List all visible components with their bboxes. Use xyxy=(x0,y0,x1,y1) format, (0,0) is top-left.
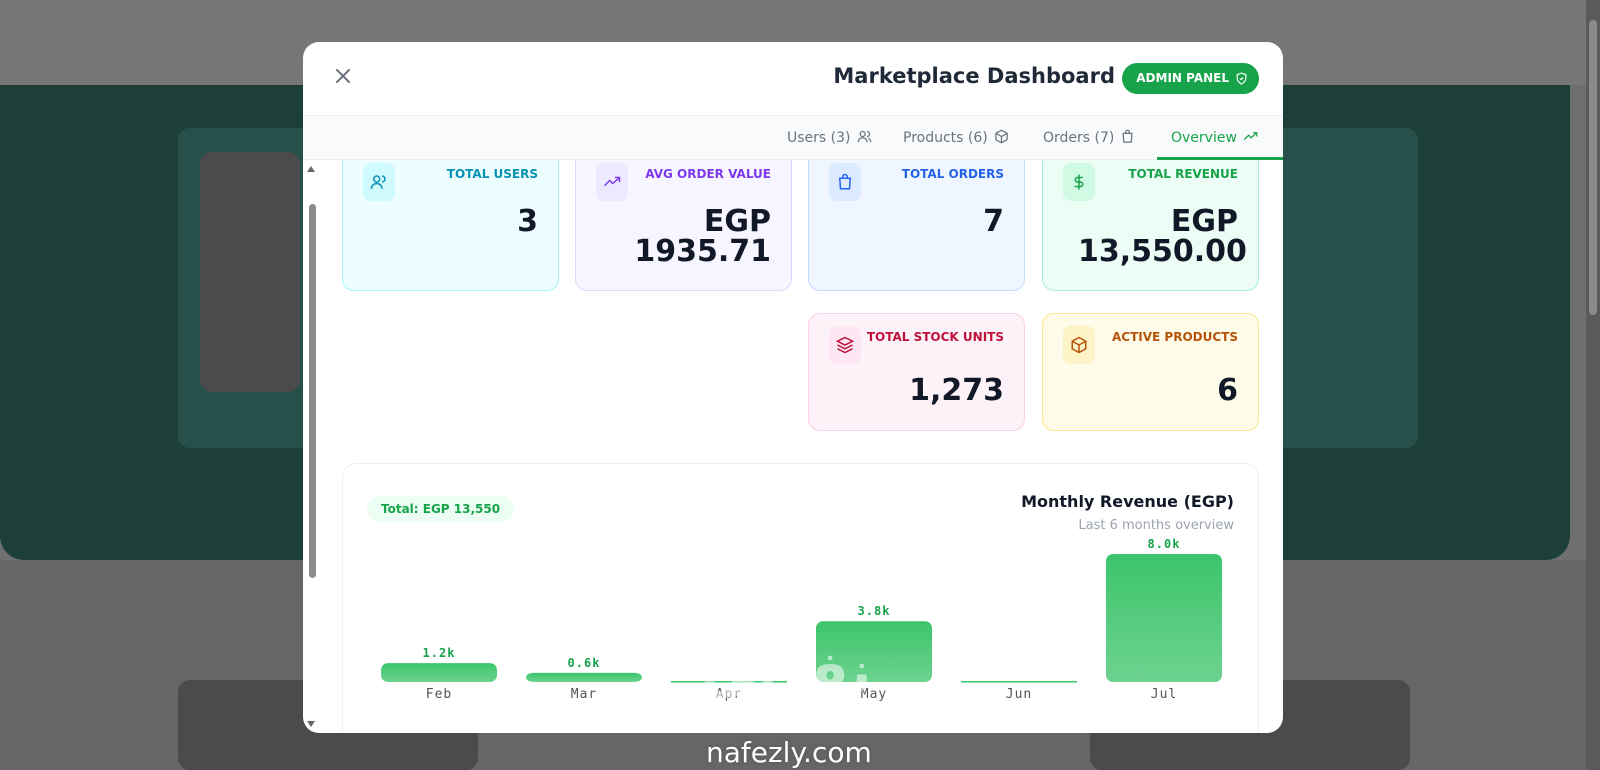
value-label: 0.6k xyxy=(568,656,601,670)
icon xyxy=(994,129,1008,144)
icon xyxy=(1122,129,1133,143)
icon xyxy=(1063,163,1095,201)
stat-card: TOTAL USERS 3 xyxy=(342,160,559,291)
value-label: 1.2k xyxy=(423,646,456,660)
modal: Marketplace Dashboard ADMIN PANEL Users … xyxy=(303,42,1283,733)
tab-label: Users (3) xyxy=(787,130,851,146)
stat-value: 1,273 xyxy=(909,373,1004,408)
icon xyxy=(829,326,861,364)
tab-label: Orders (7) xyxy=(1043,130,1115,146)
tab-label: Overview xyxy=(1171,130,1237,146)
tab[interactable]: Products (6) xyxy=(903,129,1009,146)
watermark: نفذلي xyxy=(700,640,872,705)
stat-card: TOTAL ORDERS 7 xyxy=(808,160,1025,291)
backdrop xyxy=(200,152,300,392)
bar xyxy=(816,621,932,682)
stat-label: AVG ORDER VALUE xyxy=(645,167,771,181)
stat-label: TOTAL REVENUE xyxy=(1128,167,1238,181)
bar xyxy=(1106,554,1222,682)
stat-label: TOTAL USERS xyxy=(446,167,538,181)
stat-card: TOTAL STOCK UNITS 1,273 xyxy=(808,313,1025,431)
bar xyxy=(526,672,642,682)
x-tick-label: Apr xyxy=(716,687,742,702)
stat-value: 3 xyxy=(517,204,538,239)
x-tick-label: Jul xyxy=(1151,687,1177,702)
chart-subtitle: Last 6 months overview xyxy=(1078,518,1234,533)
scroll-thumb[interactable] xyxy=(309,204,316,578)
icon xyxy=(1063,326,1095,364)
value-label: 8.0k xyxy=(1148,537,1181,551)
tab[interactable]: Overview xyxy=(1171,129,1258,146)
scrollbar[interactable] xyxy=(306,160,316,733)
x-tick-label: Mar xyxy=(571,687,597,702)
bar xyxy=(671,681,787,683)
x-tick-label: Jun xyxy=(1006,687,1032,702)
stat-value: 7 xyxy=(983,204,1004,239)
page-scrollbar[interactable] xyxy=(1586,0,1600,770)
scroll-region: TOTAL USERS 3 AVG ORDER VALUE EGP 1935.7… xyxy=(303,160,1283,733)
total-badge: Total: EGP 13,550 xyxy=(367,496,515,522)
icon xyxy=(857,130,871,143)
icon xyxy=(596,163,628,201)
stat-label: TOTAL STOCK UNITS xyxy=(866,330,1004,344)
x-tick-label: Feb xyxy=(426,687,452,702)
x-tick-label: May xyxy=(861,687,887,702)
shield-icon xyxy=(1236,72,1247,85)
modal-title: Marketplace Dashboard xyxy=(833,64,1115,88)
stat-value: EGP 13,550.00 xyxy=(1078,204,1247,269)
bar xyxy=(961,681,1077,683)
stat-value: 6 xyxy=(1217,373,1238,408)
tab[interactable]: Users (3) xyxy=(787,129,872,146)
stat-card: TOTAL REVENUE EGP 13,550.00 xyxy=(1042,160,1259,291)
tab[interactable]: Orders (7) xyxy=(1043,129,1135,146)
chart: 1.2k Feb 0.6k Mar Apr 3.8k May Jun 8.0k Jul xyxy=(381,537,1222,702)
bar xyxy=(381,663,497,682)
stat-card: ACTIVE PRODUCTS 6 xyxy=(1042,313,1259,431)
chart-title: Monthly Revenue (EGP) xyxy=(1021,492,1234,511)
icon xyxy=(1243,132,1258,141)
active-tab-indicator xyxy=(1157,157,1283,160)
icon xyxy=(829,163,861,201)
stat-label: ACTIVE PRODUCTS xyxy=(1112,330,1238,344)
scroll-thumb[interactable] xyxy=(1589,20,1597,315)
stat-value: EGP 1935.71 xyxy=(634,204,771,269)
value-label: 3.8k xyxy=(858,604,891,618)
tab-label: Products (6) xyxy=(903,130,988,146)
stat-label: TOTAL ORDERS xyxy=(901,167,1004,181)
close-button[interactable] xyxy=(333,66,353,86)
watermark: nafezly.com xyxy=(706,736,872,769)
admin-badge[interactable]: ADMIN PANEL xyxy=(1122,63,1259,94)
stat-card: AVG ORDER VALUE EGP 1935.71 xyxy=(575,160,792,291)
badge-label: ADMIN PANEL xyxy=(1136,71,1229,85)
chart-card: Total: EGP 13,550 Monthly Revenue (EGP) … xyxy=(342,463,1259,733)
tab-bar: Users (3) Products (6) Orders (7) Overvi… xyxy=(303,115,1283,160)
icon xyxy=(363,163,395,201)
